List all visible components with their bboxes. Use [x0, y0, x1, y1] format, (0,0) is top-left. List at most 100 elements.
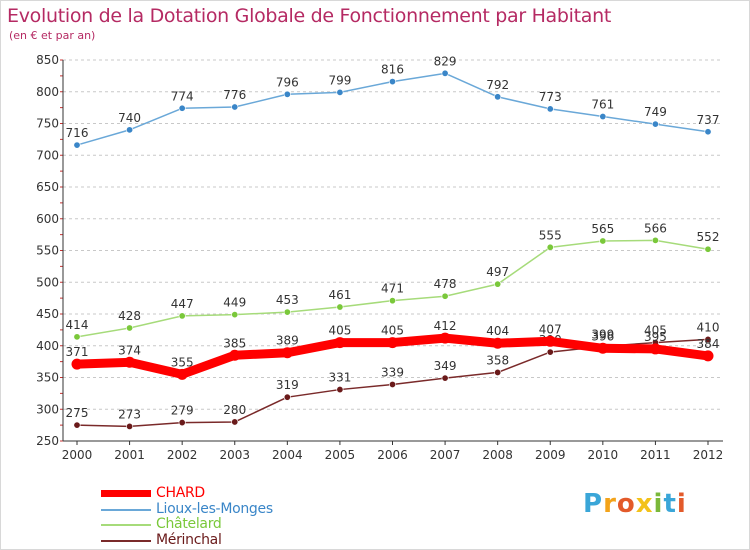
- data-point-m-rinchal: [494, 368, 502, 376]
- data-point-lioux-les-monges: [441, 69, 449, 77]
- data-label-m-rinchal: 399: [591, 327, 614, 341]
- data-point-ch-telard: [178, 312, 186, 320]
- data-label-m-rinchal: 275: [66, 406, 89, 420]
- data-label-ch-telard: 471: [381, 282, 404, 296]
- legend-swatch: [101, 539, 151, 542]
- data-point-ch-telard: [231, 311, 239, 319]
- x-tick-label: 2006: [377, 448, 408, 462]
- data-label-lioux-les-monges: 740: [118, 111, 141, 125]
- data-label-ch-telard: 478: [434, 277, 457, 291]
- data-label-m-rinchal: 358: [486, 353, 509, 367]
- legend-swatch: [101, 490, 151, 497]
- data-point-ch-telard: [336, 303, 344, 311]
- data-label-lioux-les-monges: 792: [486, 78, 509, 92]
- data-point-chard: [702, 350, 714, 362]
- x-tick-label: 2007: [430, 448, 461, 462]
- data-label-ch-telard: 565: [591, 222, 614, 236]
- x-tick-label: 2001: [114, 448, 145, 462]
- data-label-ch-telard: 552: [697, 230, 720, 244]
- data-point-chard: [439, 332, 451, 344]
- data-label-lioux-les-monges: 749: [644, 105, 667, 119]
- y-tick-label: 450: [36, 307, 59, 321]
- data-point-ch-telard: [441, 292, 449, 300]
- data-label-chard: 355: [171, 355, 194, 369]
- data-label-m-rinchal: 273: [118, 407, 141, 421]
- data-point-chard: [492, 337, 504, 349]
- data-label-chard: 374: [118, 343, 141, 357]
- data-label-m-rinchal: 405: [644, 324, 667, 338]
- data-label-lioux-les-monges: 816: [381, 63, 404, 77]
- data-point-chard: [229, 349, 241, 361]
- x-tick-label: 2002: [167, 448, 198, 462]
- logo-letter: r: [603, 489, 617, 519]
- data-point-chard: [597, 342, 609, 354]
- data-point-lioux-les-monges: [651, 120, 659, 128]
- y-tick-label: 400: [36, 339, 59, 353]
- logo-letter: t: [663, 489, 677, 519]
- data-point-lioux-les-monges: [283, 90, 291, 98]
- data-label-m-rinchal: 339: [381, 365, 404, 379]
- legend-label: Lioux-les-Monges: [156, 500, 273, 517]
- data-point-m-rinchal: [231, 418, 239, 426]
- data-label-chard: 407: [539, 322, 562, 336]
- data-point-ch-telard: [126, 324, 134, 332]
- data-label-chard: 389: [276, 334, 299, 348]
- data-point-ch-telard: [388, 297, 396, 305]
- data-point-lioux-les-monges: [494, 93, 502, 101]
- data-point-chard: [649, 343, 661, 355]
- data-label-m-rinchal: 279: [171, 404, 194, 418]
- data-label-chard: 405: [328, 324, 351, 338]
- data-label-chard: 385: [223, 336, 246, 350]
- x-tick-label: 2008: [482, 448, 513, 462]
- data-point-ch-telard: [73, 333, 81, 341]
- data-label-chard: 384: [697, 337, 720, 351]
- data-point-m-rinchal: [546, 348, 554, 356]
- data-label-lioux-les-monges: 737: [697, 113, 720, 127]
- data-label-chard: 404: [486, 324, 509, 338]
- data-label-ch-telard: 428: [118, 309, 141, 323]
- logo-letter: i: [676, 489, 687, 519]
- data-point-ch-telard: [546, 243, 554, 251]
- data-point-lioux-les-monges: [231, 103, 239, 111]
- y-tick-label: 600: [36, 212, 59, 226]
- x-tick-label: 2004: [272, 448, 303, 462]
- data-point-lioux-les-monges: [336, 88, 344, 96]
- data-point-m-rinchal: [336, 386, 344, 394]
- data-label-chard: 405: [381, 324, 404, 338]
- data-label-ch-telard: 449: [223, 296, 246, 310]
- data-point-chard: [281, 347, 293, 359]
- y-tick-label: 500: [36, 275, 59, 289]
- x-tick-label: 2009: [535, 448, 566, 462]
- data-point-lioux-les-monges: [178, 104, 186, 112]
- x-tick-label: 2005: [325, 448, 356, 462]
- data-label-ch-telard: 447: [171, 297, 194, 311]
- data-point-lioux-les-monges: [546, 105, 554, 113]
- data-point-chard: [334, 337, 346, 349]
- data-point-m-rinchal: [283, 393, 291, 401]
- data-label-lioux-les-monges: 829: [434, 54, 457, 68]
- data-label-m-rinchal: 319: [276, 378, 299, 392]
- data-point-chard: [124, 356, 136, 368]
- data-label-ch-telard: 566: [644, 221, 667, 235]
- y-tick-label: 850: [36, 53, 59, 67]
- data-point-m-rinchal: [388, 380, 396, 388]
- data-point-m-rinchal: [126, 422, 134, 430]
- data-point-ch-telard: [283, 308, 291, 316]
- data-point-m-rinchal: [178, 419, 186, 427]
- data-point-ch-telard: [651, 236, 659, 244]
- data-point-lioux-les-monges: [388, 78, 396, 86]
- data-point-chard: [544, 335, 556, 347]
- x-tick-label: 2011: [640, 448, 671, 462]
- data-point-chard: [387, 337, 398, 349]
- data-point-m-rinchal: [73, 421, 81, 429]
- data-label-m-rinchal: 410: [697, 320, 720, 334]
- legend-swatch: [101, 524, 151, 526]
- data-point-m-rinchal: [704, 335, 712, 343]
- data-point-ch-telard: [599, 237, 607, 245]
- y-tick-label: 800: [36, 85, 59, 99]
- proxiti-logo: Proxiti: [583, 489, 687, 519]
- data-label-ch-telard: 414: [66, 318, 89, 332]
- data-label-lioux-les-monges: 773: [539, 90, 562, 104]
- data-label-m-rinchal: 331: [328, 371, 351, 385]
